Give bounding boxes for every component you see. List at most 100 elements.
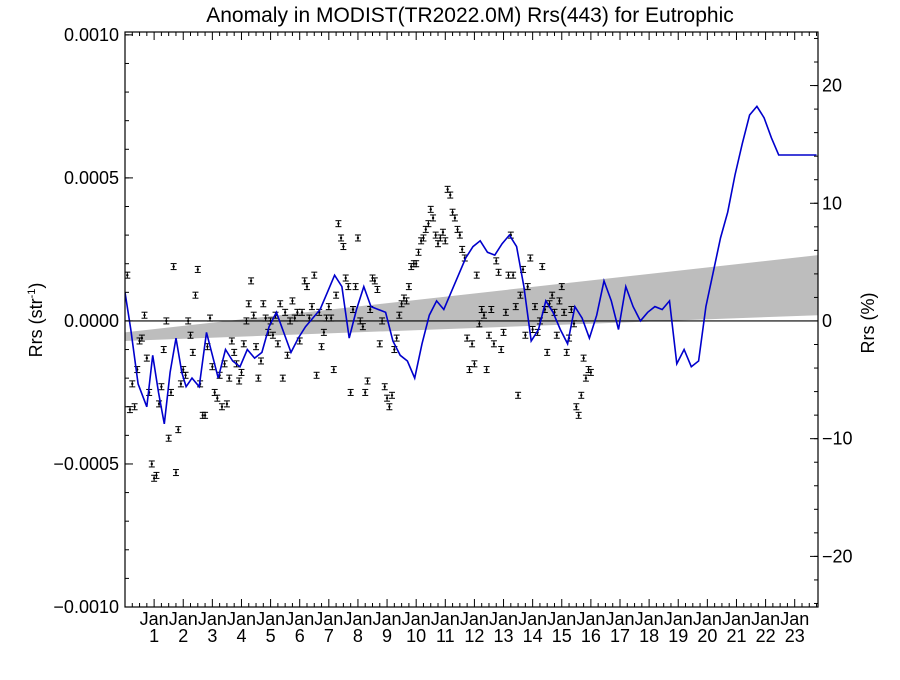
point-marker	[427, 222, 430, 225]
data-point	[500, 328, 507, 336]
data-point	[422, 225, 429, 233]
data-point	[449, 208, 456, 216]
point-marker	[351, 308, 355, 311]
point-marker	[529, 256, 532, 260]
point-marker	[550, 293, 554, 297]
data-point	[148, 460, 155, 468]
data-point	[485, 331, 492, 339]
point-marker	[182, 368, 185, 371]
point-marker	[276, 342, 280, 346]
data-point	[454, 225, 461, 233]
x-tick-label-year: 21	[726, 626, 746, 646]
point-marker	[254, 345, 258, 348]
point-marker	[145, 356, 149, 360]
data-point	[240, 340, 247, 348]
point-marker	[383, 385, 386, 388]
point-marker	[473, 362, 476, 366]
point-marker	[303, 279, 306, 283]
point-marker	[172, 265, 175, 268]
data-point	[255, 374, 262, 382]
point-marker	[325, 316, 328, 320]
point-marker	[453, 216, 457, 220]
y-tick-label: −0.0005	[53, 454, 119, 474]
y-tick-label: 0.0010	[64, 25, 119, 45]
point-marker	[342, 245, 345, 248]
data-point	[287, 317, 294, 325]
x-tick-label-year: 11	[436, 626, 455, 646]
data-point	[175, 426, 182, 434]
point-marker	[157, 402, 161, 406]
point-marker	[524, 334, 527, 337]
data-point	[549, 291, 556, 299]
data-point	[308, 303, 315, 311]
data-point	[311, 271, 318, 279]
data-point	[189, 348, 196, 356]
point-marker	[366, 379, 369, 383]
data-point	[524, 283, 531, 291]
point-marker	[252, 314, 255, 317]
point-marker	[511, 273, 515, 277]
data-point	[313, 371, 320, 379]
data-point	[556, 297, 563, 305]
point-marker	[140, 336, 144, 340]
point-marker	[580, 394, 583, 397]
x-tick-label-year: 23	[785, 626, 805, 646]
point-marker	[262, 302, 265, 305]
point-marker	[582, 356, 585, 360]
data-point	[284, 351, 291, 359]
point-marker	[555, 334, 559, 337]
data-point	[442, 237, 449, 245]
point-marker	[356, 236, 360, 240]
data-point	[211, 388, 218, 396]
point-marker	[160, 385, 163, 388]
point-marker	[495, 259, 498, 263]
data-point	[476, 320, 483, 328]
point-marker	[516, 394, 520, 397]
point-marker	[485, 368, 488, 371]
y2-tick-label: 0	[822, 311, 832, 331]
data-point	[330, 366, 337, 374]
point-marker	[434, 233, 437, 237]
data-point	[238, 368, 245, 376]
data-point	[153, 471, 160, 479]
data-point	[471, 360, 478, 368]
point-marker	[354, 285, 357, 288]
data-point	[364, 377, 371, 385]
point-marker	[589, 371, 593, 374]
point-marker	[531, 328, 534, 331]
point-marker	[133, 405, 136, 408]
data-point	[160, 346, 167, 354]
data-point	[126, 406, 133, 414]
x-tick-label-month: Jan	[780, 609, 809, 629]
point-marker	[278, 302, 282, 305]
smoothed-line	[125, 105, 817, 425]
data-point	[587, 368, 594, 376]
point-marker	[313, 273, 316, 277]
data-point	[527, 254, 534, 262]
y2-tick-label: 20	[822, 76, 842, 96]
point-marker	[322, 331, 326, 334]
y2-tick-label: −10	[822, 429, 853, 449]
point-marker	[575, 405, 578, 408]
point-marker	[206, 345, 209, 348]
point-marker	[347, 285, 350, 288]
point-marker	[349, 391, 352, 394]
point-marker	[407, 285, 411, 288]
point-marker	[332, 368, 335, 371]
point-marker	[242, 342, 245, 346]
point-marker	[230, 339, 234, 343]
data-point	[352, 283, 359, 291]
x-tick-label-month: Jan	[227, 609, 256, 629]
point-marker	[395, 336, 398, 340]
point-marker	[478, 322, 481, 325]
axes: 0.0010 0.0005 0.0000 −0.0005 −0.0010 20 10 0 −10…	[53, 25, 852, 646]
point-marker	[405, 299, 408, 303]
data-point	[444, 185, 451, 193]
x-tick-label-year: 20	[697, 626, 717, 646]
point-marker	[577, 414, 580, 417]
point-marker	[446, 188, 449, 191]
point-marker	[245, 319, 248, 323]
data-point	[185, 317, 192, 325]
data-point	[253, 343, 260, 351]
point-marker	[288, 319, 292, 323]
